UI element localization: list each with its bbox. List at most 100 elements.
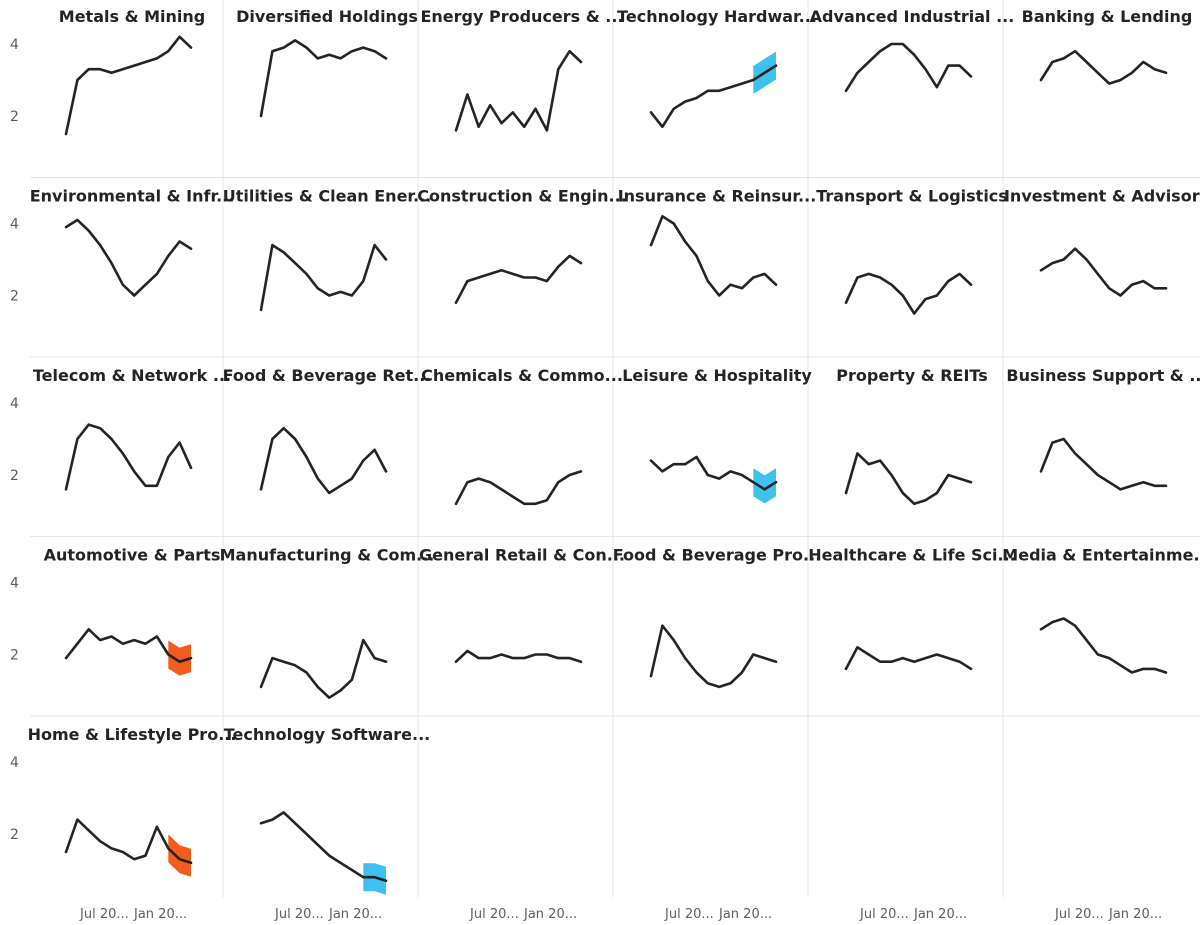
- series-line: [64, 818, 193, 865]
- panel: Construction & Engin...: [417, 187, 627, 305]
- data-point: [523, 657, 526, 659]
- data-point: [763, 657, 766, 659]
- series-line: [1039, 247, 1168, 297]
- data-point: [958, 660, 961, 663]
- data-point: [958, 477, 961, 480]
- data-point: [672, 463, 675, 466]
- data-point: [511, 273, 514, 275]
- panel: Property & REITs: [836, 366, 988, 506]
- panel: Manufacturing & Com...: [220, 546, 434, 700]
- data-point: [316, 287, 319, 290]
- data-point: [305, 671, 308, 674]
- data-point: [99, 639, 101, 641]
- data-point: [477, 657, 480, 659]
- data-point: [328, 492, 331, 494]
- panel-title: Metals & Mining: [59, 7, 205, 26]
- data-point: [867, 463, 870, 466]
- data-point: [76, 818, 79, 821]
- panel: Banking & Lending: [1022, 7, 1192, 85]
- data-point: [65, 657, 67, 659]
- series-line: [649, 215, 778, 297]
- data-point: [167, 50, 170, 53]
- data-point: [913, 312, 916, 315]
- data-point: [856, 646, 859, 649]
- data-point: [121, 452, 124, 455]
- data-point: [489, 104, 491, 107]
- data-point: [1165, 484, 1167, 487]
- series-line: [844, 645, 973, 671]
- data-point: [1062, 617, 1065, 620]
- data-point: [99, 68, 101, 71]
- data-point: [167, 456, 170, 458]
- panel-title: Property & REITs: [836, 366, 988, 385]
- panel: Telecom & Network ...: [33, 366, 231, 491]
- data-point: [557, 68, 560, 71]
- data-point: [294, 438, 296, 440]
- data-point: [99, 244, 101, 247]
- data-point: [546, 653, 548, 656]
- data-point: [489, 273, 491, 275]
- data-point: [1153, 668, 1156, 670]
- data-point: [924, 298, 927, 300]
- data-point: [156, 484, 158, 487]
- data-point: [328, 294, 331, 297]
- data-point: [568, 50, 571, 53]
- data-point: [178, 660, 181, 663]
- series-line: [64, 627, 193, 664]
- data-point: [901, 294, 904, 297]
- data-point: [385, 660, 387, 663]
- data-point: [936, 294, 938, 297]
- data-point: [455, 129, 457, 132]
- data-point: [901, 657, 904, 659]
- data-point: [913, 53, 916, 56]
- data-point: [76, 79, 79, 81]
- data-point: [282, 660, 285, 663]
- data-point: [385, 258, 387, 261]
- data-point: [282, 251, 285, 254]
- data-point: [110, 71, 113, 74]
- data-point: [178, 441, 181, 444]
- data-point: [729, 86, 732, 89]
- panel: General Retail & Con...: [419, 546, 625, 664]
- data-point: [684, 100, 686, 103]
- data-point: [373, 876, 376, 879]
- x-tick-label: Jan 20...: [913, 907, 967, 922]
- data-point: [339, 861, 342, 864]
- panel-title: Healthcare & Life Sci...: [808, 546, 1015, 565]
- data-point: [385, 879, 387, 882]
- data-point: [534, 107, 537, 110]
- data-point: [271, 657, 274, 659]
- panel-title: Leisure & Hospitality: [622, 366, 812, 385]
- data-point: [718, 294, 721, 297]
- data-point: [1142, 668, 1145, 670]
- data-point: [65, 488, 67, 491]
- trend-highlight-band: [753, 468, 776, 504]
- data-point: [1108, 657, 1111, 659]
- data-point: [913, 502, 916, 505]
- data-point: [373, 50, 376, 53]
- x-tick-label: Jul 20...: [79, 907, 129, 922]
- data-point: [845, 89, 847, 92]
- data-point: [1062, 258, 1065, 261]
- data-point: [867, 273, 870, 275]
- data-point: [466, 650, 469, 652]
- x-tick-label: Jul 20...: [1054, 907, 1104, 922]
- data-point: [282, 427, 285, 430]
- data-point: [879, 459, 881, 462]
- data-point: [1040, 628, 1042, 631]
- data-point: [271, 244, 274, 247]
- panel: Food & Beverage Pro...: [613, 546, 821, 689]
- data-point: [1131, 484, 1133, 487]
- data-point: [144, 283, 147, 286]
- data-point: [684, 657, 686, 659]
- data-point: [568, 255, 571, 257]
- series-line: [1039, 437, 1168, 491]
- data-point: [936, 653, 938, 656]
- data-point: [133, 470, 136, 473]
- data-point: [373, 244, 376, 247]
- y-tick-label: 4: [10, 755, 19, 771]
- data-point: [970, 283, 972, 286]
- data-point: [339, 291, 342, 293]
- data-point: [1074, 247, 1076, 250]
